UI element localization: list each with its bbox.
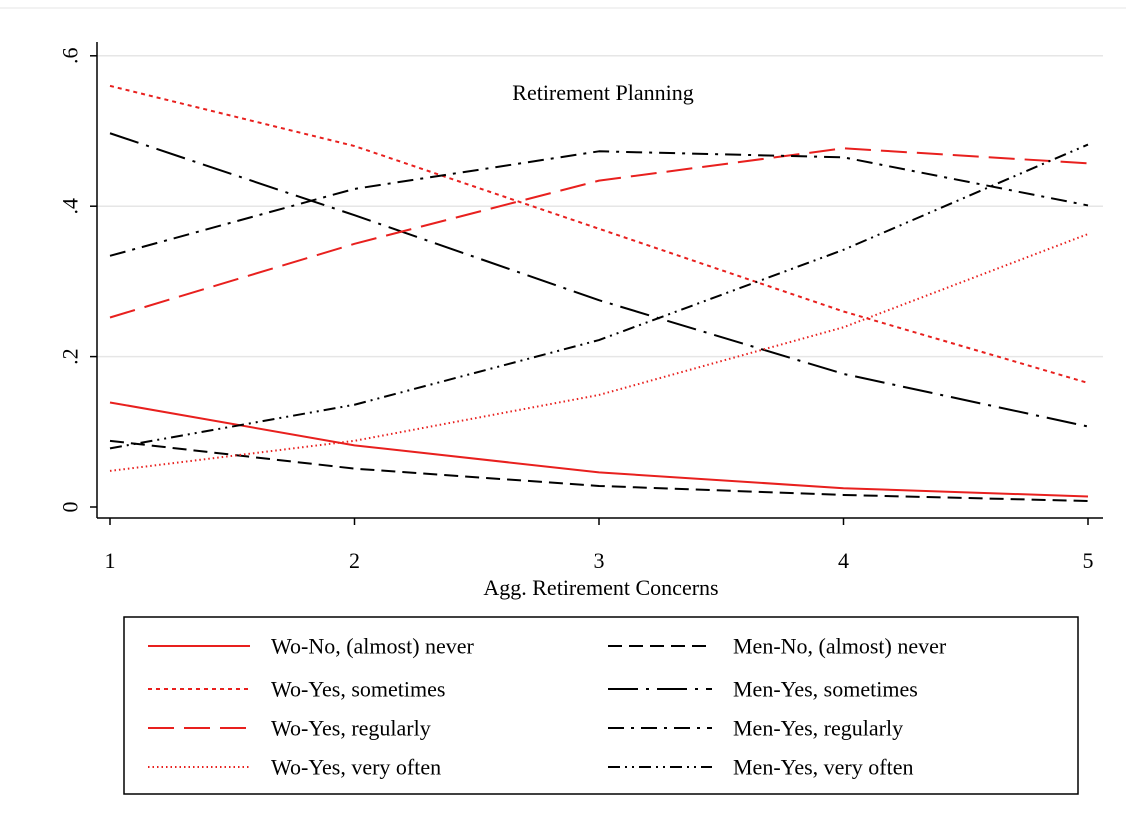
legend-label-6: Men-Yes, regularly [733, 716, 903, 741]
series-line-2 [109, 439, 1089, 502]
legend-label-5: Wo-Yes, regularly [271, 716, 431, 741]
chart-title: Retirement Planning [512, 80, 693, 105]
x-tick-label: 1 [105, 548, 116, 573]
series-line-4 [109, 132, 1089, 428]
legend: Wo-No, (almost) never Men-No, (almost) ne… [123, 616, 1079, 795]
series-lines [109, 84, 1089, 502]
legend-label-7: Wo-Yes, very often [271, 755, 441, 780]
axes: 0 .2 .4 .6 1 2 3 4 5 [58, 42, 1103, 573]
series-line-6 [109, 150, 1089, 257]
x-tick-label: 2 [349, 548, 360, 573]
legend-label-2: Men-No, (almost) never [733, 634, 947, 659]
legend-label-3: Wo-Yes, sometimes [271, 677, 445, 702]
legend-label-1: Wo-No, (almost) never [271, 634, 475, 659]
y-tick-label: .4 [58, 198, 83, 215]
x-axis-title: Agg. Retirement Concerns [483, 575, 718, 600]
x-tick-label: 4 [838, 548, 849, 573]
legend-box [123, 616, 1079, 795]
legend-label-8: Men-Yes, very often [733, 755, 913, 780]
y-tick-label: .2 [58, 348, 83, 365]
series-line-5 [109, 147, 1089, 319]
x-tick-label: 5 [1083, 548, 1094, 573]
series-line-1 [109, 401, 1089, 498]
series-line-8 [109, 143, 1089, 450]
gridlines [97, 55, 1103, 358]
legend-label-4: Men-Yes, sometimes [733, 677, 918, 702]
y-tick-label: 0 [58, 502, 83, 513]
x-tick-label: 3 [594, 548, 605, 573]
series-line-7 [109, 233, 1089, 472]
y-tick-label: .6 [58, 48, 83, 65]
